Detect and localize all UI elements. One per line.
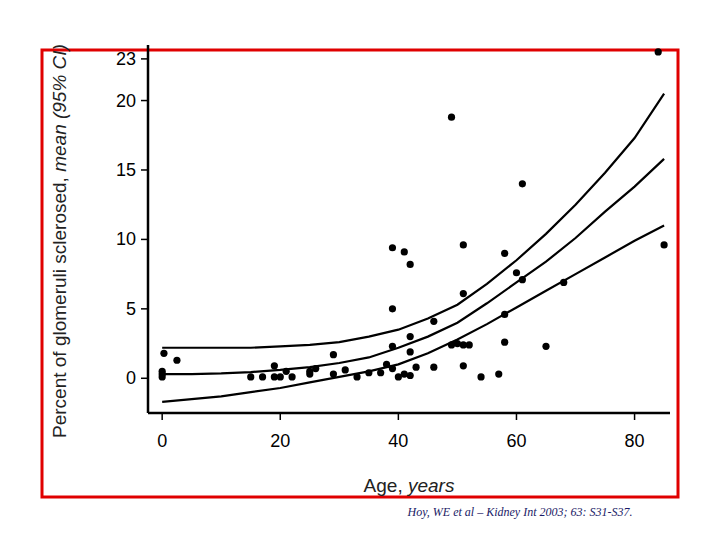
y-tick [141, 100, 148, 102]
y-tick [141, 239, 148, 241]
y-tick-label: 20 [116, 91, 136, 111]
curve [162, 94, 664, 348]
point [519, 180, 526, 187]
point [259, 373, 266, 380]
point [501, 250, 508, 257]
y-tick-label: 0 [126, 368, 136, 388]
point [401, 248, 408, 255]
source: Hoy, WE et al – Kidney Int 2003; 63: S31… [407, 505, 633, 519]
x-tick-label: 40 [388, 431, 408, 451]
point [407, 348, 414, 355]
point [460, 241, 467, 248]
chart: 0 5 10 15 20 23 0 20 40 60 80 Percent of glomeruli … [0, 0, 720, 540]
point [277, 373, 284, 380]
y-tick-label: 23 [116, 49, 136, 69]
point [466, 341, 473, 348]
y-tick [141, 58, 148, 60]
point [407, 261, 414, 268]
point [542, 343, 549, 350]
point [448, 114, 455, 121]
plot-area [159, 48, 668, 402]
point [389, 244, 396, 251]
x-tick-label: 20 [270, 431, 290, 451]
y-axis-label-emphasis: mean (95% CI) [49, 44, 70, 172]
y-tick [141, 169, 148, 171]
point [655, 48, 662, 55]
x-tick-label: 0 [157, 431, 167, 451]
x-axis-label-main: Age, [364, 475, 408, 496]
x-tick-label: 80 [625, 431, 645, 451]
x-axis-label: Age, years [364, 475, 455, 496]
x-tick [398, 413, 400, 420]
y-tick-label: 10 [116, 229, 136, 249]
curve [162, 226, 664, 402]
x-tick [161, 413, 163, 420]
point [460, 362, 467, 369]
point [407, 372, 414, 379]
x-tick [516, 413, 518, 420]
point [412, 364, 419, 371]
y-axis-label: Percent of glomeruli sclerosed, mean (95… [49, 44, 70, 438]
frame [42, 50, 678, 497]
point [513, 269, 520, 276]
point [342, 366, 349, 373]
point [495, 371, 502, 378]
point [430, 364, 437, 371]
y-axis-label-main: Percent of glomeruli sclerosed, [49, 172, 70, 438]
x-axis-label-emphasis: years [406, 475, 455, 496]
x-tick-label: 60 [506, 431, 526, 451]
point [477, 373, 484, 380]
point [288, 373, 295, 380]
y-tick [141, 378, 148, 380]
point [407, 333, 414, 340]
y-tick-label: 5 [126, 299, 136, 319]
point [460, 290, 467, 297]
x-axis [148, 412, 670, 415]
point [160, 350, 167, 357]
point [389, 305, 396, 312]
point [660, 241, 667, 248]
y-tick-label: 15 [116, 160, 136, 180]
point [271, 362, 278, 369]
point [501, 339, 508, 346]
point [247, 373, 254, 380]
x-tick [634, 413, 636, 420]
point [330, 351, 337, 358]
point [173, 357, 180, 364]
point [430, 318, 437, 325]
y-tick [141, 308, 148, 310]
x-tick [280, 413, 282, 420]
